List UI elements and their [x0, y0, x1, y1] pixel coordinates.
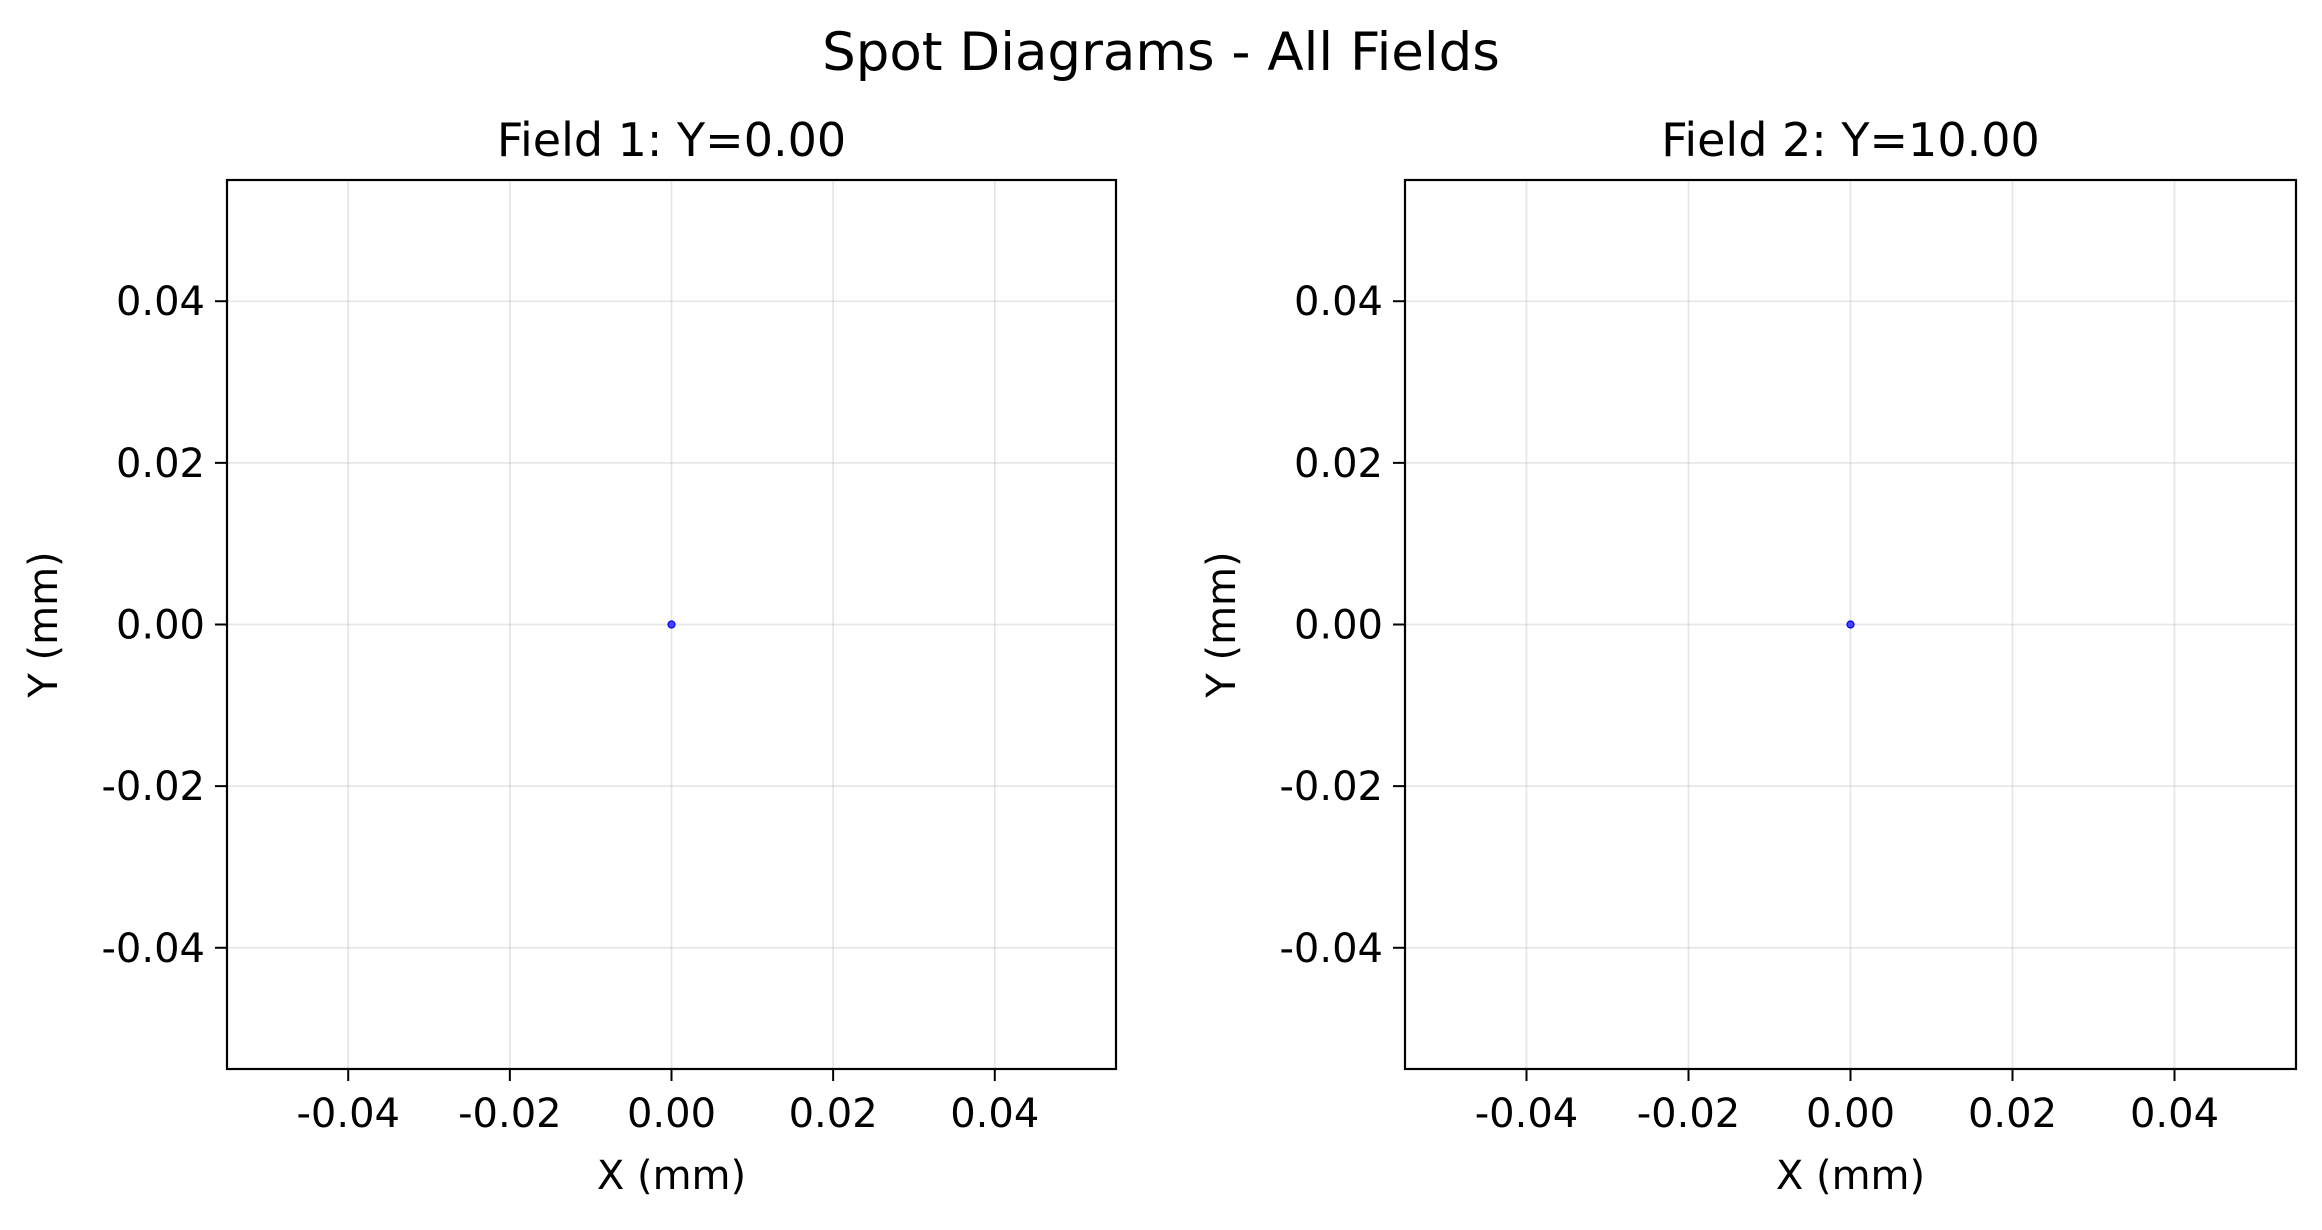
x-axis-label: X (mm) [597, 1153, 746, 1199]
y-tick-label: -0.02 [1280, 764, 1384, 810]
x-tick-label: -0.02 [1637, 1091, 1741, 1137]
x-tick-label: 0.00 [627, 1091, 716, 1137]
figure-title: Spot Diagrams - All Fields [822, 22, 1500, 83]
y-axis-label: Y (mm) [21, 551, 67, 698]
x-tick-label: 0.02 [1968, 1091, 2057, 1137]
spot-point [667, 620, 676, 629]
y-tick-label: -0.04 [102, 926, 206, 972]
x-tick-label: 0.02 [789, 1091, 878, 1137]
spot-point [1846, 620, 1855, 629]
y-tick-label: 0.00 [1294, 603, 1383, 649]
axes-container: -0.04 -0.02 0.00 0.02 0.04 -0.04 -0.02 0.00 0.02… [21, 113, 2298, 1199]
x-tick-label: -0.02 [458, 1091, 562, 1137]
y-tick-label: 0.00 [116, 603, 205, 649]
x-tick-label: 0.04 [950, 1091, 1039, 1137]
x-tick-label: 0.00 [1806, 1091, 1895, 1137]
x-tick-label: -0.04 [296, 1091, 400, 1137]
y-tick-label: 0.04 [1294, 279, 1383, 325]
subplot-2: -0.04 -0.02 0.00 0.02 0.04 -0.04 -0.02 0.00 0.02… [1199, 113, 2298, 1199]
y-tick-label: 0.02 [1294, 441, 1383, 487]
x-tick-label: 0.04 [2130, 1091, 2219, 1137]
subplot-1: -0.04 -0.02 0.00 0.02 0.04 -0.04 -0.02 0.00 0.02… [21, 113, 1118, 1199]
y-axis-label: Y (mm) [1199, 551, 1245, 698]
y-tick-label: -0.04 [1280, 926, 1384, 972]
x-axis-label: X (mm) [1776, 1153, 1925, 1199]
subplot-title: Field 2: Y=10.00 [1661, 113, 2040, 167]
y-tick-label: -0.02 [102, 764, 206, 810]
subplot-title: Field 1: Y=0.00 [497, 113, 846, 167]
x-tick-label: -0.04 [1475, 1091, 1579, 1137]
y-tick-label: 0.02 [116, 441, 205, 487]
y-tick-label: 0.04 [116, 279, 205, 325]
